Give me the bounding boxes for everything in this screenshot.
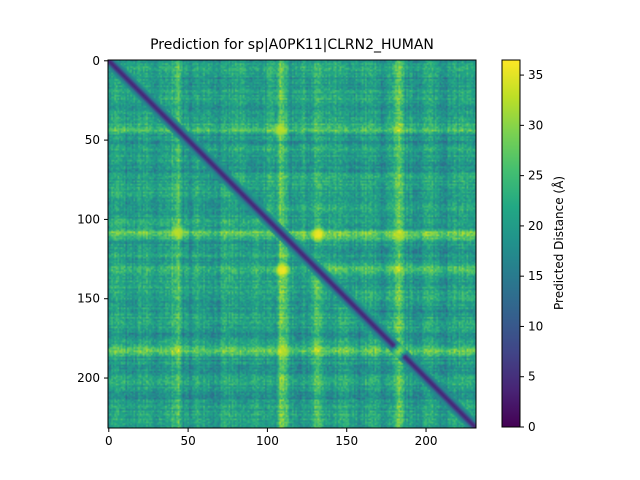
x-tick-label: 200 — [415, 434, 438, 448]
colorbar-label: Predicted Distance (Å) — [551, 176, 566, 310]
x-tick-label: 100 — [256, 434, 279, 448]
colorbar-tick-label: 25 — [528, 169, 543, 183]
colorbar-tick-label: 30 — [528, 118, 543, 132]
y-tick-label: 50 — [85, 133, 100, 147]
y-tick-label: 200 — [77, 371, 100, 385]
colorbar-tick-label: 5 — [528, 370, 536, 384]
y-tick-label: 0 — [92, 54, 100, 68]
x-tick-label: 150 — [335, 434, 358, 448]
chart-title: Prediction for sp|A0PK11|CLRN2_HUMAN — [150, 37, 434, 53]
y-tick-label: 150 — [77, 292, 100, 306]
colorbar-tick-label: 35 — [528, 68, 543, 82]
colorbar-tick-label: 20 — [528, 219, 543, 233]
colorbar-tick-label: 10 — [528, 319, 543, 333]
colorbar-gradient — [502, 60, 520, 427]
colorbar: 0 5 10 15 20 25 30 35 Predicted Distance (Å) — [502, 60, 566, 434]
x-tick-label: 0 — [105, 434, 113, 448]
x-axis: 0 50 100 150 200 — [105, 428, 438, 448]
colorbar-ticks: 0 5 10 15 20 25 30 35 — [520, 68, 543, 434]
y-tick-label: 100 — [77, 212, 100, 226]
heatmap-canvas — [108, 60, 476, 428]
colorbar-tick-label: 0 — [528, 420, 536, 434]
colorbar-tick-label: 15 — [528, 269, 543, 283]
heatmap-axes: 0 50 100 150 200 0 50 100 150 200 — [77, 54, 476, 448]
y-axis: 0 50 100 150 200 — [77, 54, 108, 385]
x-tick-label: 50 — [180, 434, 195, 448]
